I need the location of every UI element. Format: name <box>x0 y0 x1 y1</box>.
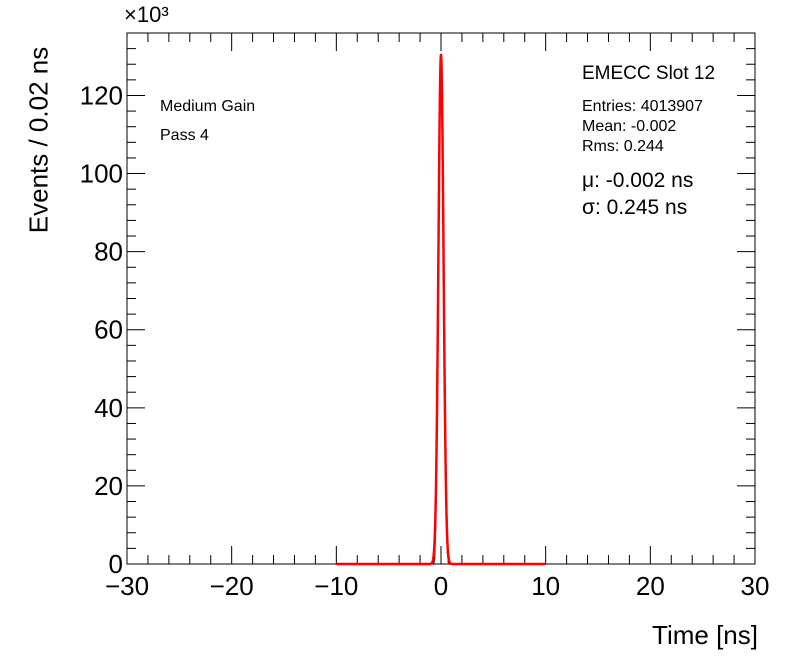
y-tick-label: 20 <box>94 471 123 501</box>
fit-mu: μ: -0.002 ns <box>582 169 694 192</box>
histogram-bin <box>432 563 435 565</box>
gaussian-fit-line <box>336 54 546 566</box>
y-tick-label: 0 <box>109 549 123 579</box>
y-tick-label: 60 <box>94 315 123 345</box>
stats-rms: Rms: 0.244 <box>582 138 664 155</box>
stats-entries: Entries: 4013907 <box>582 98 703 115</box>
y-tick-label: 100 <box>80 159 123 189</box>
x-tick-label: −10 <box>314 571 358 601</box>
y-multiplier: ×10³ <box>124 2 169 27</box>
x-tick-label: 30 <box>741 571 770 601</box>
stats-title: EMECC Slot 12 <box>582 63 716 84</box>
x-axis-label: Time [ns] <box>652 620 758 650</box>
stats-mean: Mean: -0.002 <box>582 118 677 135</box>
annotation-gain: Medium Gain <box>160 98 256 115</box>
tick-labels: −30 −20 −10 0 10 20 30 0 20 40 60 80 100 120 <box>80 80 770 601</box>
y-tick-label: 120 <box>80 80 123 110</box>
x-tick-label: 20 <box>636 571 665 601</box>
fit-sigma: σ: 0.245 ns <box>582 196 688 219</box>
x-tick-label: −30 <box>105 571 149 601</box>
x-tick-label: −20 <box>210 571 254 601</box>
annotation-pass: Pass 4 <box>160 127 209 144</box>
y-axis-label: Events / 0.02 ns <box>23 46 54 234</box>
x-tick-label: 0 <box>434 571 448 601</box>
y-tick-label: 80 <box>94 237 123 267</box>
x-tick-label: 10 <box>531 571 560 601</box>
fit-series <box>336 54 546 566</box>
axis-ticks <box>126 32 756 565</box>
y-tick-label: 40 <box>94 393 123 423</box>
